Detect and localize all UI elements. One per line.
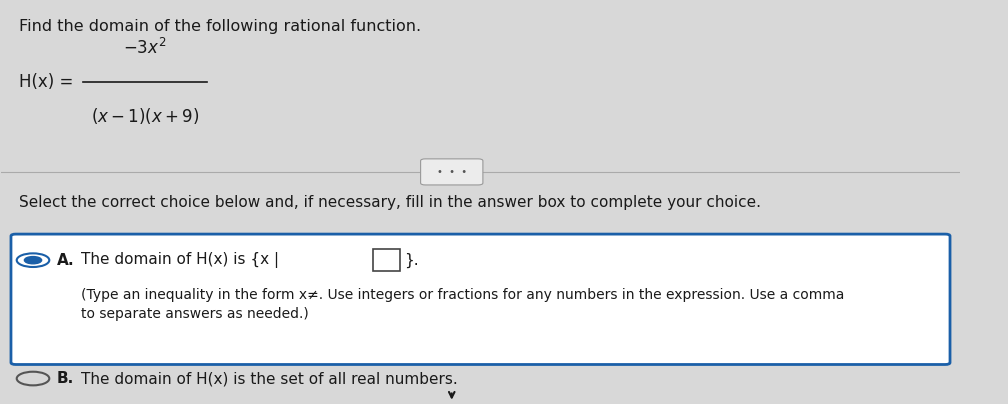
FancyBboxPatch shape (373, 249, 400, 271)
Text: Select the correct choice below and, if necessary, fill in the answer box to com: Select the correct choice below and, if … (18, 194, 761, 210)
Text: •  •  •: • • • (436, 167, 467, 177)
Text: }.: }. (404, 252, 418, 268)
FancyBboxPatch shape (420, 159, 483, 185)
Text: $-3x^2$: $-3x^2$ (123, 38, 167, 58)
Circle shape (24, 257, 41, 264)
FancyBboxPatch shape (11, 234, 950, 364)
Text: (Type an inequality in the form x≠. Use integers or fractions for any numbers in: (Type an inequality in the form x≠. Use … (81, 288, 845, 321)
Text: The domain of H(x) is {x |: The domain of H(x) is {x | (81, 252, 284, 268)
Text: H(x) =: H(x) = (18, 73, 79, 90)
Text: A.: A. (57, 252, 75, 268)
Text: $(x-1)(x+9)$: $(x-1)(x+9)$ (91, 106, 200, 126)
Text: The domain of H(x) is the set of all real numbers.: The domain of H(x) is the set of all rea… (81, 371, 458, 386)
Text: Find the domain of the following rational function.: Find the domain of the following rationa… (18, 19, 420, 34)
Text: B.: B. (57, 371, 75, 386)
